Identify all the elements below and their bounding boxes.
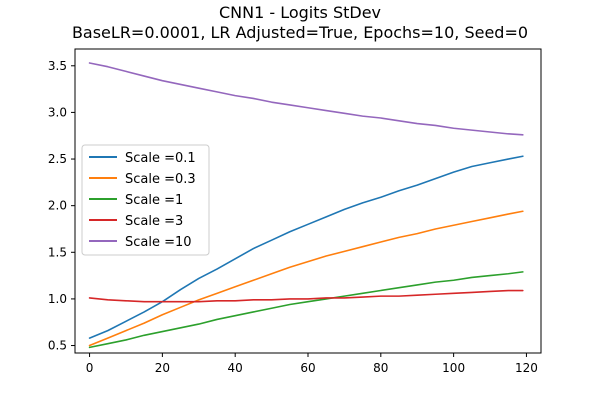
series-line-2 (88, 271, 524, 349)
x-tick-label: 20 (155, 361, 170, 375)
legend: Scale =0.1 Scale =0.3 Scale =1 Scale =3 Scal… (81, 144, 210, 256)
x-tick-label: 100 (442, 361, 465, 375)
legend-label-1: Scale =0.3 (125, 172, 196, 187)
legend-label-4: Scale =10 (125, 235, 192, 250)
x-tick-label: 40 (228, 361, 243, 375)
chart-title: CNN1 - Logits StDev (219, 3, 381, 22)
y-tick-label: 0.5 (48, 339, 67, 353)
legend-label-0: Scale =0.1 (125, 151, 196, 166)
y-tick-label: 2.0 (48, 199, 67, 213)
chart-subtitle: BaseLR=0.0001, LR Adjusted=True, Epochs=… (72, 23, 528, 42)
x-tick-label: 120 (515, 361, 538, 375)
x-tick-label: 0 (86, 361, 94, 375)
series-line-1 (88, 210, 524, 347)
axis-layer: 0 20 40 60 80 100 120 0.5 1.0 1.5 2.0 2.5 3.0 3.5 (48, 48, 542, 375)
legend-label-3: Scale =3 (125, 214, 183, 229)
y-tick-label: 2.5 (48, 152, 67, 166)
y-tick-label: 3.5 (48, 59, 67, 73)
x-tick-label: 60 (300, 361, 315, 375)
series-line-3 (88, 289, 524, 303)
series-line-4 (88, 62, 524, 136)
y-tick-label: 3.0 (48, 105, 67, 119)
x-tick-label: 80 (373, 361, 388, 375)
legend-label-2: Scale =1 (125, 193, 183, 208)
legend-box (81, 144, 210, 256)
series-layer (88, 62, 524, 349)
y-tick-label: 1.5 (48, 245, 67, 259)
y-tick-label: 1.0 (48, 292, 67, 306)
